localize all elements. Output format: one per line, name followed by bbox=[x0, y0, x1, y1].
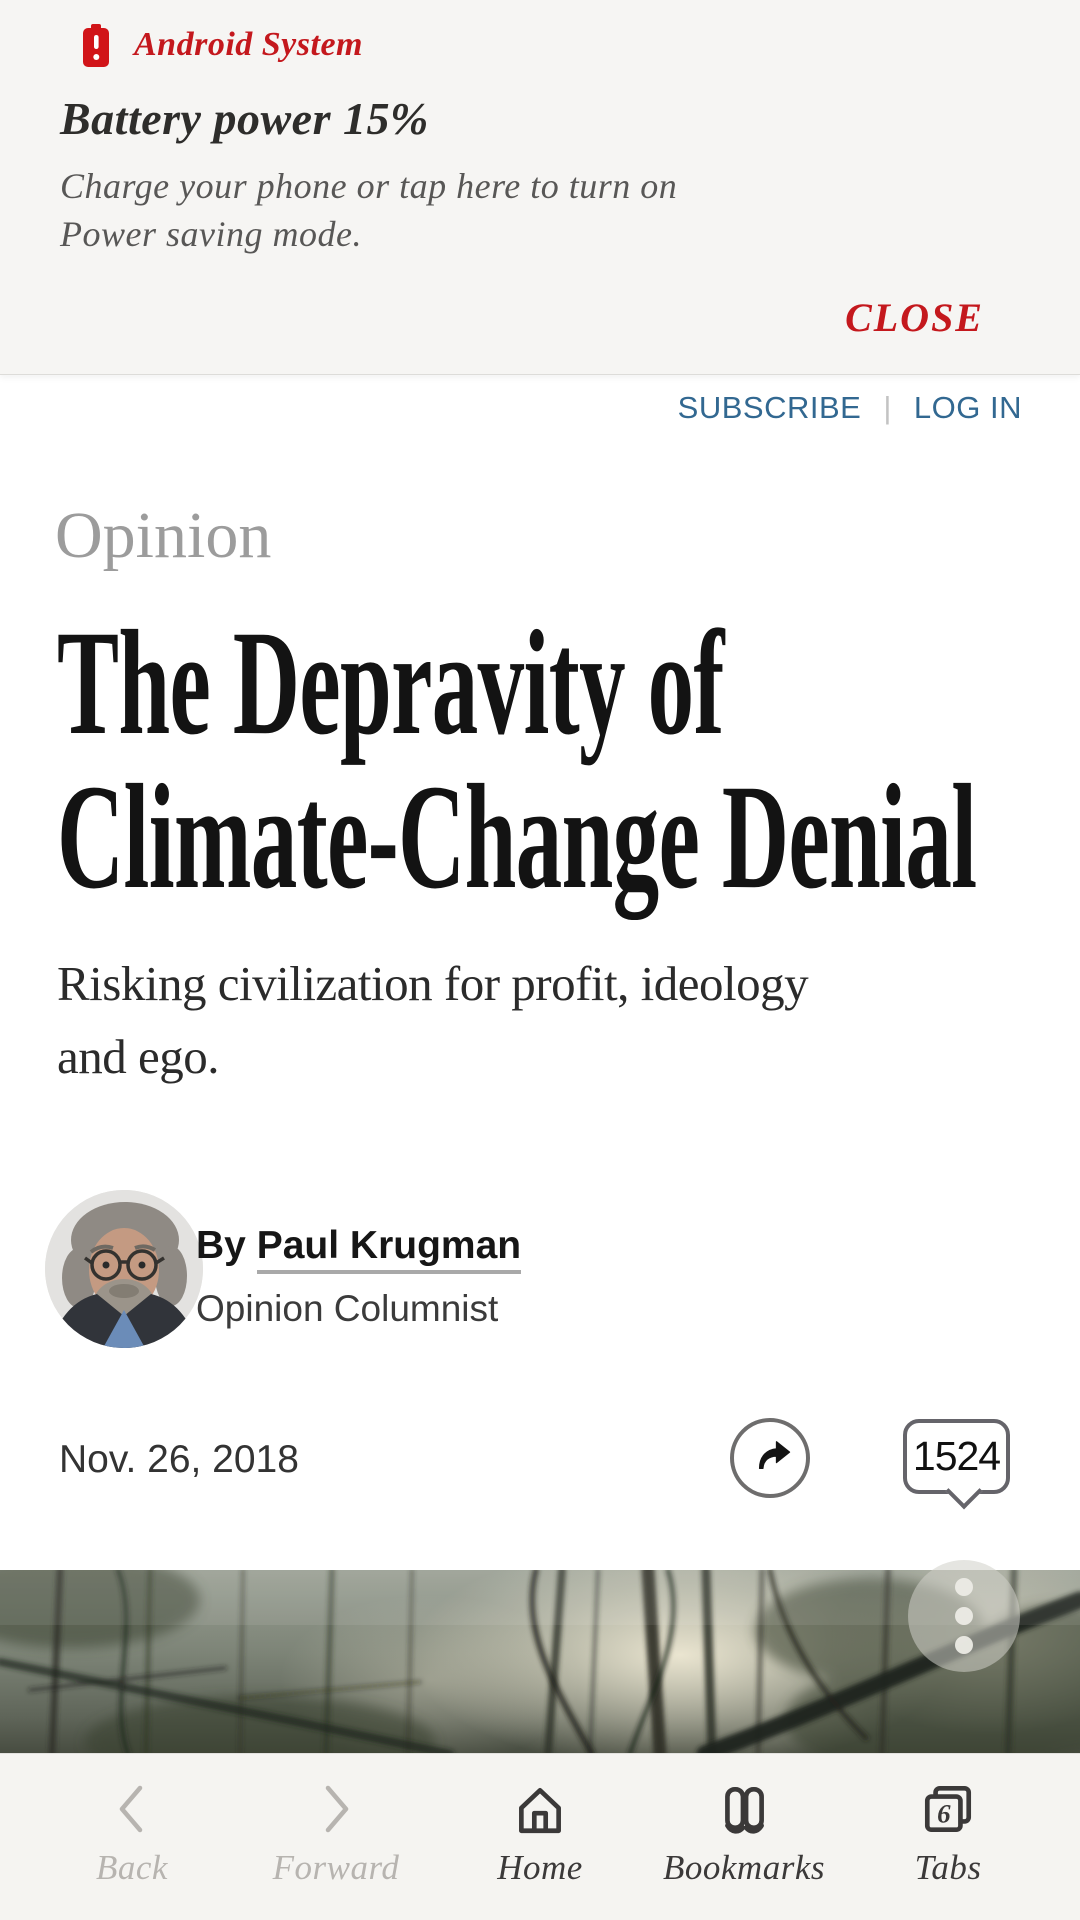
share-button[interactable] bbox=[730, 1418, 810, 1498]
author-link[interactable]: Paul Krugman bbox=[256, 1224, 522, 1274]
nav-forward-button[interactable]: Forward bbox=[234, 1754, 438, 1920]
browser-bottom-nav: Back Forward Home bbox=[0, 1753, 1080, 1920]
notification-app-name: Android System bbox=[134, 26, 363, 63]
more-options-dot-icon bbox=[955, 1578, 973, 1596]
nav-label: Tabs bbox=[914, 1848, 982, 1887]
subscribe-link[interactable]: SUBSCRIBE bbox=[677, 390, 862, 425]
more-options-dot-icon bbox=[955, 1607, 973, 1625]
more-options-bubble[interactable] bbox=[908, 1560, 1020, 1672]
notification-body-line: Power saving mode. bbox=[60, 214, 362, 254]
site-header-links: SUBSCRIBE | LOG IN bbox=[678, 390, 1022, 426]
battery-notification[interactable]: Android System Battery power 15% Charge … bbox=[0, 0, 1080, 375]
nav-label: Home bbox=[497, 1848, 583, 1887]
tab-count: 6 bbox=[937, 1798, 951, 1828]
headline-line-2: Climate-Change Denial bbox=[57, 754, 977, 920]
author-portrait-illustration bbox=[45, 1190, 203, 1348]
byline-prefix: By bbox=[196, 1224, 246, 1267]
nav-tabs-button[interactable]: 6 Tabs bbox=[846, 1754, 1050, 1920]
notification-title: Battery power 15% bbox=[60, 93, 429, 144]
publish-date: Nov. 26, 2018 bbox=[59, 1438, 299, 1481]
headline-line-1: The Depravity of bbox=[57, 600, 724, 766]
battery-alert-icon bbox=[82, 24, 110, 73]
login-link[interactable]: LOG IN bbox=[913, 390, 1022, 425]
nav-label: Bookmarks bbox=[663, 1848, 825, 1887]
notification-body: Charge your phone or tap here to turn on… bbox=[60, 162, 677, 258]
nav-home-button[interactable]: Home bbox=[438, 1754, 642, 1920]
subtitle-line-2: and ego. bbox=[57, 1029, 220, 1084]
comment-count: 1524 bbox=[912, 1433, 1001, 1479]
hero-image bbox=[0, 1570, 1080, 1754]
share-arrow-icon bbox=[758, 1441, 791, 1470]
tabs-icon: 6 bbox=[919, 1780, 977, 1838]
byline: By Paul Krugman bbox=[196, 1224, 522, 1274]
nav-label: Back bbox=[96, 1848, 168, 1887]
nav-back-button[interactable]: Back bbox=[30, 1754, 234, 1920]
author-role: Opinion Columnist bbox=[196, 1288, 499, 1329]
nav-bookmarks-button[interactable]: Bookmarks bbox=[642, 1754, 846, 1920]
section-label: Opinion bbox=[55, 499, 272, 572]
chevron-right-icon bbox=[313, 1780, 359, 1838]
comments-button[interactable]: 1524 bbox=[903, 1419, 1010, 1510]
header-divider: | bbox=[883, 390, 892, 425]
author-avatar[interactable] bbox=[45, 1190, 203, 1348]
close-button[interactable]: CLOSE bbox=[837, 290, 992, 345]
notification-body-line: Charge your phone or tap here to turn on bbox=[60, 166, 678, 206]
home-icon bbox=[511, 1780, 569, 1838]
chevron-left-icon bbox=[109, 1780, 155, 1838]
bookmarks-icon bbox=[715, 1780, 773, 1838]
more-options-dot-icon bbox=[955, 1636, 973, 1654]
subtitle-line-1: Risking civilization for profit, ideolog… bbox=[57, 956, 809, 1011]
nav-label: Forward bbox=[272, 1848, 400, 1887]
